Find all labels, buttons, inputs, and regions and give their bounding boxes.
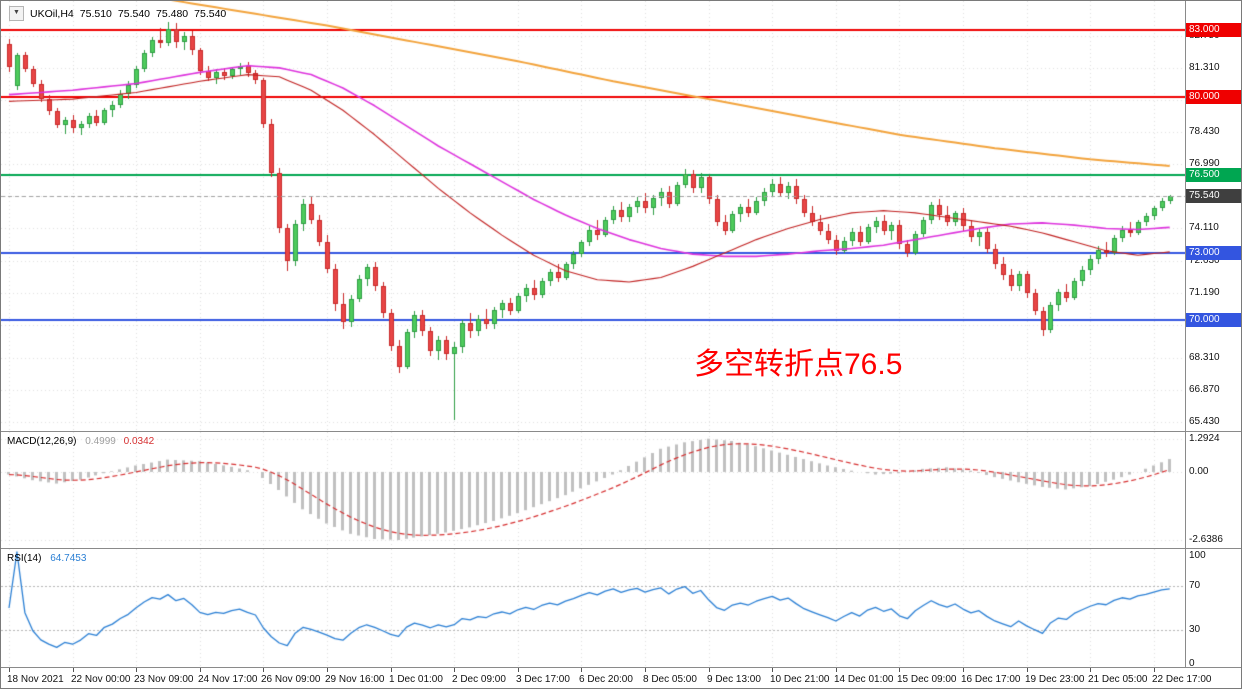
time-axis-label: 19 Dec 23:00 bbox=[1025, 674, 1085, 685]
price-level-badge: 73.000 bbox=[1186, 246, 1241, 260]
time-axis-label: 29 Nov 16:00 bbox=[325, 674, 385, 685]
price-grid-label: 68.310 bbox=[1189, 352, 1220, 363]
time-axis-label: 1 Dec 01:00 bbox=[389, 674, 443, 685]
macd-axis-label: 1.2924 bbox=[1189, 433, 1220, 444]
price-grid-label: 78.430 bbox=[1189, 126, 1220, 137]
rsi-indicator-label: RSI(14) 64.7453 bbox=[7, 553, 86, 564]
time-axis-tick bbox=[1090, 668, 1091, 672]
time-axis-tick bbox=[200, 668, 201, 672]
time-axis-label: 18 Nov 2021 bbox=[7, 674, 64, 685]
axis-separator bbox=[1185, 1, 1186, 667]
time-axis-label: 24 Nov 17:00 bbox=[198, 674, 258, 685]
time-axis-label: 2 Dec 09:00 bbox=[452, 674, 506, 685]
time-axis[interactable]: 18 Nov 2021 22 Nov 00:00 23 Nov 09:00 24 No… bbox=[1, 668, 1241, 688]
time-axis-label: 21 Dec 05:00 bbox=[1088, 674, 1148, 685]
rsi-axis-label: 30 bbox=[1189, 624, 1201, 635]
macd-axis-label: -2.6386 bbox=[1189, 534, 1223, 545]
time-axis-tick bbox=[9, 668, 10, 672]
macd-indicator-label: MACD(12,26,9) 0.4999 0.0342 bbox=[7, 436, 154, 447]
high-value: 75.540 bbox=[117, 7, 151, 20]
open-value: 75.510 bbox=[79, 7, 112, 20]
time-axis-tick bbox=[73, 668, 74, 672]
time-axis-label: 6 Dec 20:00 bbox=[579, 674, 633, 685]
rsi-axis-label: 0 bbox=[1189, 658, 1195, 669]
time-axis-tick bbox=[136, 668, 137, 672]
price-grid-label: 81.310 bbox=[1189, 62, 1220, 73]
panel-separator bbox=[1, 548, 1241, 549]
time-axis-tick bbox=[263, 668, 264, 672]
symbol-info-bar: ▼ UKOil,H4 75.510 75.540 75.480 75.540 bbox=[9, 6, 226, 21]
price-grid-label: 71.190 bbox=[1189, 287, 1220, 298]
price-grid-label: 74.110 bbox=[1189, 222, 1219, 233]
time-axis-label: 16 Dec 17:00 bbox=[961, 674, 1021, 685]
rsi-axis-label: 70 bbox=[1189, 580, 1201, 591]
price-level-badge: 70.000 bbox=[1186, 313, 1241, 327]
low-value: 75.480 bbox=[156, 7, 189, 20]
macd-axis-label: 0.00 bbox=[1189, 466, 1209, 477]
time-axis-tick bbox=[327, 668, 328, 672]
price-level-badge: 83.000 bbox=[1186, 23, 1241, 37]
time-axis-tick bbox=[1154, 668, 1155, 672]
panel-separator bbox=[1, 431, 1241, 432]
time-axis-tick bbox=[899, 668, 900, 672]
current-price-badge: 75.540 bbox=[1186, 189, 1241, 203]
time-axis-label: 26 Nov 09:00 bbox=[261, 674, 321, 685]
time-axis-label: 3 Dec 17:00 bbox=[516, 674, 570, 685]
chart-annotation-text[interactable]: 多空转折点76.5 bbox=[694, 348, 903, 381]
rsi-name: RSI(14) bbox=[7, 553, 42, 564]
time-axis-label: 22 Dec 17:00 bbox=[1152, 674, 1212, 685]
macd-name: MACD(12,26,9) bbox=[7, 436, 77, 447]
price-grid-label: 66.870 bbox=[1189, 384, 1220, 395]
time-axis-tick bbox=[772, 668, 773, 672]
symbol-name: UKOil,H4 bbox=[30, 7, 74, 20]
price-level-badge: 80.000 bbox=[1186, 90, 1241, 104]
time-axis-tick bbox=[836, 668, 837, 672]
time-axis-label: 10 Dec 21:00 bbox=[770, 674, 830, 685]
price-grid-label: 76.990 bbox=[1189, 158, 1220, 169]
macd-panel-canvas[interactable] bbox=[1, 432, 1185, 548]
time-axis-tick bbox=[581, 668, 582, 672]
time-axis-tick bbox=[709, 668, 710, 672]
time-axis-label: 15 Dec 09:00 bbox=[897, 674, 957, 685]
time-axis-tick bbox=[391, 668, 392, 672]
rsi-value: 64.7453 bbox=[50, 553, 87, 564]
time-axis-label: 8 Dec 05:00 bbox=[643, 674, 697, 685]
time-axis-label: 14 Dec 01:00 bbox=[834, 674, 894, 685]
time-axis-tick bbox=[645, 668, 646, 672]
panel-separator bbox=[1, 667, 1241, 668]
macd-main-value: 0.4999 bbox=[85, 436, 116, 447]
price-grid-label: 72.630 bbox=[1189, 255, 1220, 266]
time-axis-tick bbox=[454, 668, 455, 672]
time-axis-tick bbox=[518, 668, 519, 672]
time-axis-label: 22 Nov 00:00 bbox=[71, 674, 131, 685]
time-axis-tick bbox=[1027, 668, 1028, 672]
price-grid-label: 65.430 bbox=[1189, 416, 1220, 427]
macd-signal-value: 0.0342 bbox=[123, 436, 155, 447]
time-axis-label: 23 Nov 09:00 bbox=[134, 674, 194, 685]
price-axis[interactable]: 82.75081.31078.43076.99074.11072.63071.1… bbox=[1186, 1, 1241, 669]
main-chart-canvas[interactable] bbox=[1, 1, 1185, 431]
collapse-triangle-icon[interactable]: ▼ bbox=[9, 6, 24, 21]
rsi-axis-label: 100 bbox=[1189, 550, 1206, 561]
rsi-panel-canvas[interactable] bbox=[1, 549, 1185, 667]
close-value: 75.540 bbox=[194, 7, 227, 20]
time-axis-tick bbox=[963, 668, 964, 672]
time-axis-label: 9 Dec 13:00 bbox=[707, 674, 761, 685]
price-level-badge: 76.500 bbox=[1186, 168, 1241, 182]
